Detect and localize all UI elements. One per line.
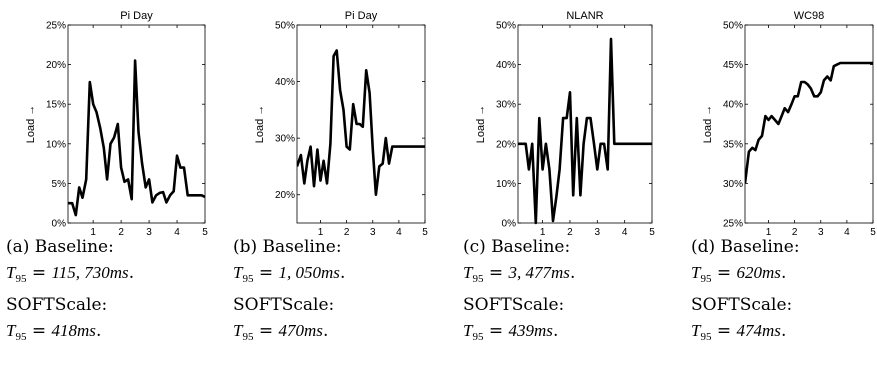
y-axis-label: Load → <box>702 105 714 144</box>
y-axis-label: Load → <box>475 105 487 144</box>
x-tick-label: 1 <box>540 227 546 235</box>
x-tick-label: 2 <box>118 227 124 235</box>
x-tick-label: 2 <box>567 227 573 235</box>
softscale-value: 470 <box>278 321 305 340</box>
y-tick-label: 30% <box>723 179 743 190</box>
x-tick-label: 5 <box>649 227 655 235</box>
y-tick-label: 10% <box>46 139 66 150</box>
x-tick-label: 3 <box>370 227 376 235</box>
y-tick-label: 0% <box>502 219 517 230</box>
y-tick-label: 40% <box>723 100 743 111</box>
x-tick-label: 2 <box>344 227 350 235</box>
y-tick-label: 15% <box>46 100 66 111</box>
plot-frame <box>296 24 426 224</box>
x-tick-label: 1 <box>766 227 772 235</box>
x-tick-label: 2 <box>792 227 798 235</box>
softscale-label: SOFTScale: <box>463 295 565 315</box>
y-tick-label: 50% <box>723 21 743 32</box>
x-tick-label: 4 <box>622 227 628 235</box>
y-axis-label: Load → <box>254 105 266 144</box>
softscale-label: SOFTScale: <box>233 295 335 315</box>
x-tick-label: 3 <box>595 227 601 235</box>
softscale-label: SOFTScale: <box>6 295 108 315</box>
chart-title: WC98 <box>794 10 825 22</box>
y-tick-label: 25% <box>46 21 66 32</box>
y-tick-label: 30% <box>496 100 516 111</box>
x-tick-label: 3 <box>146 227 152 235</box>
baseline-value: 1, 050 <box>278 263 322 282</box>
y-tick-label: 0% <box>52 219 67 230</box>
plot-frame <box>67 24 206 224</box>
x-tick-label: 5 <box>870 227 876 235</box>
y-tick-label: 20% <box>46 60 66 71</box>
caption-b: (b) Baseline: T95 = 1, 050ms. SOFTScale:… <box>233 237 346 343</box>
plot-frame <box>744 24 874 224</box>
y-tick-label: 30% <box>275 134 295 145</box>
series-line <box>68 59 205 217</box>
caption-d: (d) Baseline: T95 = 620ms. SOFTScale: T9… <box>691 237 800 343</box>
x-tick-label: 4 <box>844 227 850 235</box>
y-axis-label: Load → <box>25 105 37 144</box>
caption-label: (b) Baseline: <box>233 237 342 257</box>
x-tick-label: 4 <box>396 227 402 235</box>
caption-a: (a) Baseline: T95 = 115, 730ms. SOFTScal… <box>6 237 135 343</box>
baseline-value: 620 <box>736 263 763 282</box>
softscale-value: 418 <box>51 321 78 340</box>
caption-c: (c) Baseline: T95 = 3, 477ms. SOFTScale:… <box>463 237 576 343</box>
plot-frame <box>517 24 653 224</box>
x-tick-label: 5 <box>202 227 208 235</box>
y-tick-label: 20% <box>496 139 516 150</box>
y-tick-label: 20% <box>275 190 295 201</box>
series-line <box>297 49 425 196</box>
x-tick-label: 3 <box>818 227 824 235</box>
baseline-value: 115, 730 <box>51 263 110 282</box>
chart-title: Pi Day <box>120 10 153 22</box>
y-tick-label: 40% <box>496 60 516 71</box>
y-tick-label: 35% <box>723 139 743 150</box>
softscale-value: 439 <box>508 321 535 340</box>
softscale-value: 474 <box>736 321 763 340</box>
y-tick-label: 25% <box>723 219 743 230</box>
x-tick-label: 1 <box>90 227 96 235</box>
y-tick-label: 5% <box>52 179 67 190</box>
y-tick-label: 50% <box>496 21 516 32</box>
series-line <box>745 61 873 184</box>
y-tick-label: 50% <box>275 21 295 32</box>
baseline-value: 3, 477 <box>508 263 552 282</box>
x-tick-label: 4 <box>174 227 180 235</box>
caption-label: (d) Baseline: <box>691 237 800 257</box>
y-tick-label: 40% <box>275 77 295 88</box>
y-tick-label: 45% <box>723 60 743 71</box>
softscale-label: SOFTScale: <box>691 295 793 315</box>
series-line <box>518 37 652 225</box>
caption-label: (c) Baseline: <box>463 237 571 257</box>
x-tick-label: 5 <box>422 227 428 235</box>
y-tick-label: 10% <box>496 179 516 190</box>
caption-label: (a) Baseline: <box>6 237 114 257</box>
chart-title: NLANR <box>566 10 603 22</box>
x-tick-label: 1 <box>318 227 324 235</box>
chart-title: Pi Day <box>345 10 378 22</box>
